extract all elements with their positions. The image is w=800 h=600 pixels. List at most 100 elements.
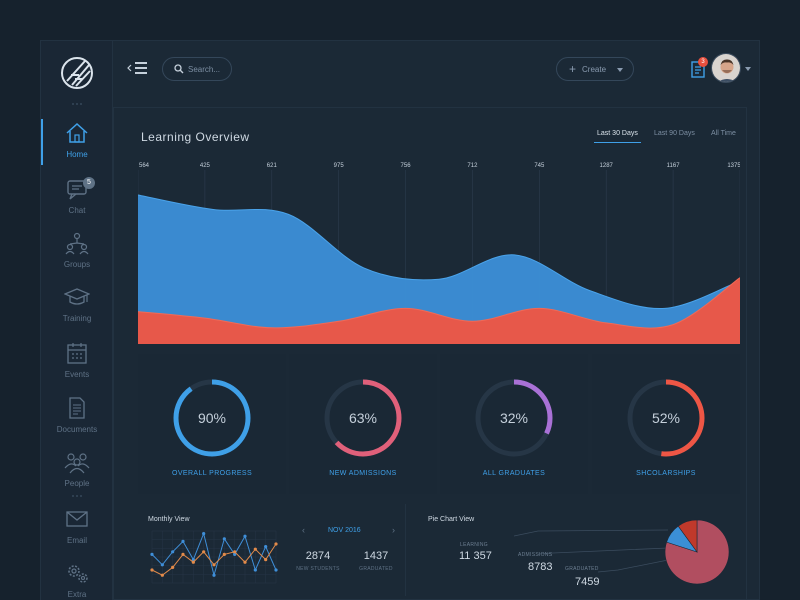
- sidebar-item-label: Email: [66, 536, 87, 545]
- progress-donut: [324, 379, 402, 457]
- data-point: [171, 550, 175, 554]
- stat-percent: 52%: [651, 410, 681, 426]
- pie-chart: [664, 519, 730, 585]
- logo-icon: [61, 57, 93, 89]
- plus-icon: +: [569, 62, 577, 76]
- stat-label: ALL GRADUATES: [482, 470, 546, 477]
- sidebar-item-extra[interactable]: Extra: [41, 561, 113, 600]
- stat-percent: 32%: [499, 410, 529, 426]
- data-point: [264, 545, 268, 549]
- groups-icon: [65, 232, 89, 255]
- panel-title: Pie Chart View: [428, 516, 475, 523]
- stat-label: OVERALL PROGRESS: [171, 470, 253, 477]
- chevron-down-icon[interactable]: [745, 67, 751, 71]
- sidebar-item-label: Home: [66, 150, 88, 159]
- monthly-line-chart: [150, 530, 278, 584]
- learning-label: LEARNING: [460, 542, 488, 548]
- stat-card: 52% SHCOLARSHIPS: [592, 354, 740, 494]
- data-point: [212, 573, 216, 577]
- data-point: [202, 550, 206, 554]
- data-point: [264, 558, 268, 562]
- stat-card: 63% NEW ADMISSIONS: [289, 354, 437, 494]
- x-tick-label: 756: [401, 163, 412, 169]
- data-point: [202, 532, 206, 536]
- chevron-right-icon[interactable]: ›: [392, 525, 395, 535]
- sidebar-item-home[interactable]: Home: [41, 119, 113, 177]
- search-input[interactable]: [188, 62, 230, 76]
- sidebar-divider: [72, 103, 82, 105]
- new-students-value: 2874: [305, 550, 331, 562]
- progress-donut: [627, 379, 705, 457]
- graduation-cap-icon: [64, 288, 90, 305]
- x-tick-label: 975: [334, 163, 345, 169]
- sidebar-item-email[interactable]: Email: [41, 507, 113, 563]
- gears-icon: [68, 565, 88, 583]
- pie-slice: [677, 519, 698, 553]
- series-area-red: [138, 277, 740, 344]
- bottom-panels: Monthly View ‹ NOV 2016 › 2874 NEW STUDE…: [138, 504, 740, 596]
- app-frame: Home 5 Chat Groups: [40, 40, 760, 600]
- graduated-value: 1437: [363, 550, 389, 562]
- create-button[interactable]: + Create: [556, 57, 634, 81]
- chevron-down-icon: [617, 68, 623, 72]
- menu-toggle-button[interactable]: [127, 61, 149, 75]
- stat-card: 32% ALL GRADUATES: [440, 354, 588, 494]
- sidebar-item-events[interactable]: Events: [41, 341, 113, 397]
- donut-progress: [475, 379, 553, 457]
- x-tick-label: 1287: [600, 163, 614, 169]
- sidebar-item-label: Chat: [68, 206, 86, 215]
- donut-progress: [324, 379, 402, 457]
- data-point: [222, 552, 226, 556]
- data-point: [274, 542, 278, 546]
- x-tick-label: 425: [200, 163, 211, 169]
- month-navigator: ‹ NOV 2016 ›: [302, 526, 402, 538]
- sidebar-item-training[interactable]: Training: [41, 285, 113, 341]
- data-point: [222, 537, 226, 541]
- data-point: [233, 552, 237, 556]
- page-title: Learning Overview: [141, 130, 250, 144]
- panel-title: Monthly View: [148, 516, 190, 523]
- stat-percent: 90%: [197, 410, 227, 426]
- sidebar-item-people[interactable]: People: [41, 450, 113, 506]
- month-label: NOV 2016: [328, 527, 361, 534]
- x-tick-label: 1375: [727, 163, 740, 169]
- tasks-button[interactable]: 3: [689, 57, 708, 80]
- data-point: [233, 550, 237, 554]
- graduated-label: GRADUATED: [359, 566, 393, 572]
- progress-donut: [475, 379, 553, 457]
- data-point: [243, 534, 247, 538]
- sidebar-item-documents[interactable]: Documents: [41, 396, 113, 452]
- stat-label: SHCOLARSHIPS: [636, 470, 696, 477]
- data-point: [160, 573, 164, 577]
- stat-card: 90% OVERALL PROGRESS: [138, 354, 286, 494]
- data-point: [171, 565, 175, 569]
- learning-area-chart: 564 425 621 975 756 712 745 1287 1167 1375: [138, 163, 740, 344]
- graduated-label: GRADUATED: [565, 566, 599, 572]
- home-icon: [66, 122, 88, 143]
- data-point: [150, 568, 154, 572]
- tab-all-time[interactable]: All Time: [711, 130, 736, 137]
- donut-progress: [627, 379, 705, 457]
- chevron-left-icon[interactable]: ‹: [302, 525, 305, 535]
- tab-last-30-days[interactable]: Last 30 Days: [594, 130, 641, 143]
- sidebar-divider: [72, 495, 82, 497]
- x-tick-label: 1167: [667, 163, 681, 169]
- monthly-view-panel: Monthly View ‹ NOV 2016 › 2874 NEW STUDE…: [138, 504, 406, 596]
- data-point: [243, 560, 247, 564]
- sidebar-item-groups[interactable]: Groups: [41, 231, 113, 287]
- graduated-value: 7459: [575, 576, 600, 588]
- sidebar-item-label: Extra: [67, 590, 87, 599]
- tab-last-90-days[interactable]: Last 90 Days: [654, 130, 695, 137]
- sidebar-item-label: Groups: [63, 260, 91, 269]
- data-point: [150, 552, 154, 556]
- donut-progress: [173, 379, 251, 457]
- sidebar-item-label: Documents: [56, 425, 98, 434]
- x-tick-label: 621: [267, 163, 278, 169]
- search-box: [162, 57, 232, 81]
- data-point: [181, 552, 185, 556]
- avatar[interactable]: [711, 53, 741, 83]
- sidebar-item-chat[interactable]: 5 Chat: [41, 177, 113, 233]
- chat-badge: 5: [83, 177, 95, 189]
- admissions-label: ADMISSIONS: [518, 552, 553, 558]
- sidebar-item-label: Events: [64, 370, 90, 379]
